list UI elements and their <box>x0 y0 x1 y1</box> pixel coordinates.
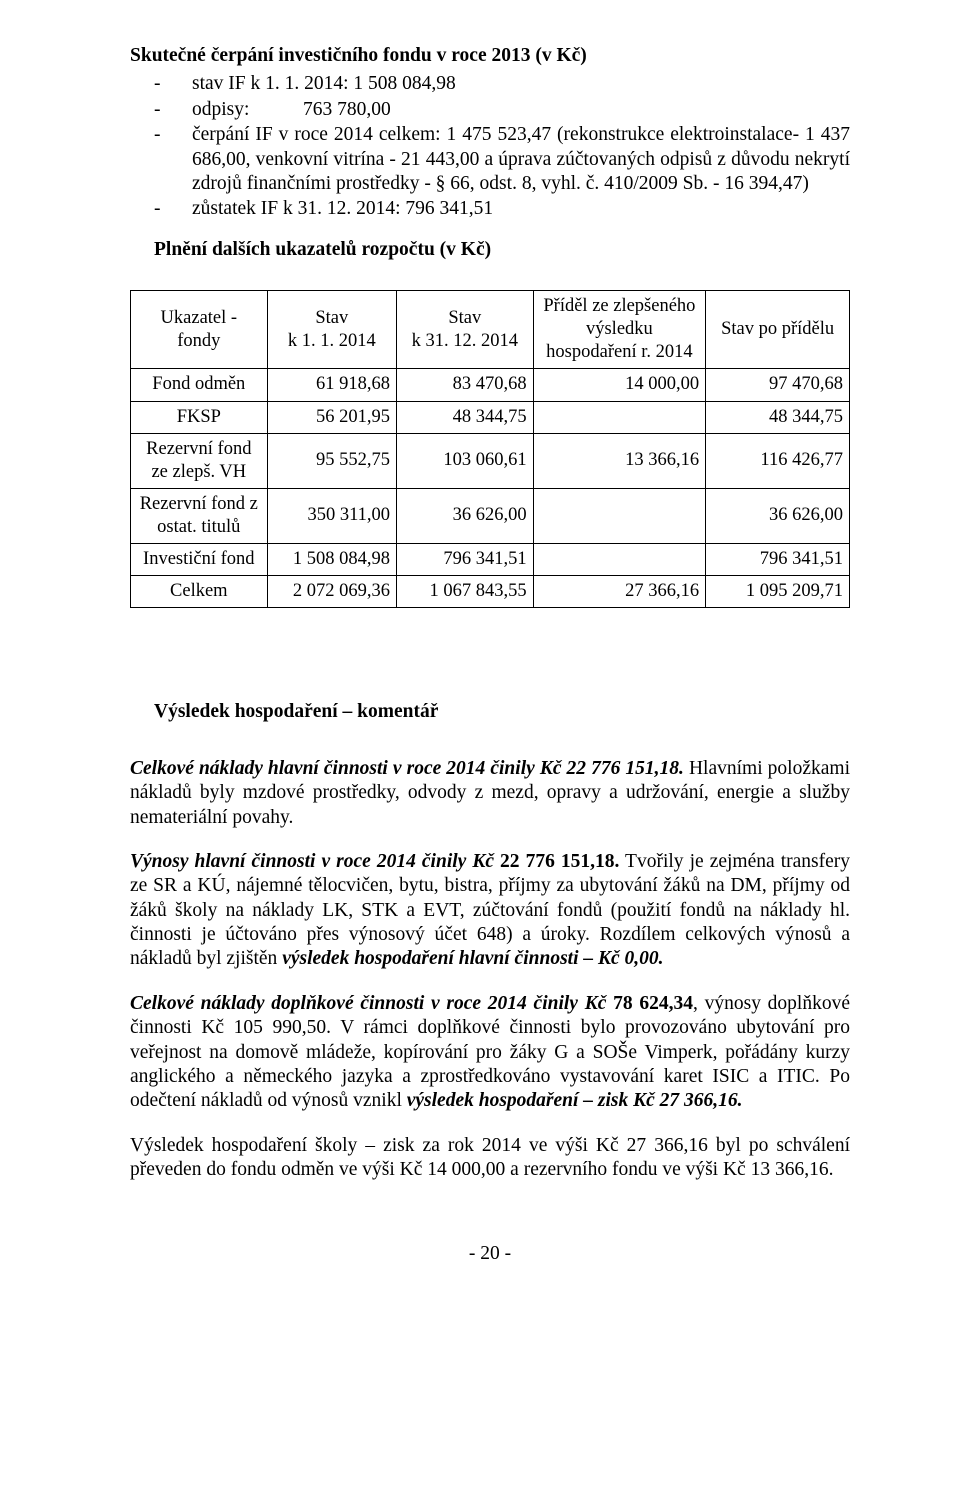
p3-num: 78 624,34 <box>613 993 693 1014</box>
list-item: stav IF k 1. 1. 2014: 1 508 084,98 <box>154 72 850 96</box>
cell-num: 350 311,00 <box>267 488 396 543</box>
cell-num: 36 626,00 <box>706 488 850 543</box>
heading-2: Plnění dalších ukazatelů rozpočtu (v Kč) <box>154 238 850 262</box>
cell-num: 97 470,68 <box>706 369 850 401</box>
col-header: Ukazatel - fondy <box>131 291 268 369</box>
heading-1: Skutečné čerpání investičního fondu v ro… <box>130 44 850 68</box>
p3-conclusion: výsledek hospodaření – zisk Kč 27 366,16… <box>407 1090 743 1111</box>
paragraph-3: Celkové náklady doplňkové činnosti v roc… <box>130 992 850 1114</box>
cell-label: Rezervní fond ze zlepš. VH <box>131 433 268 488</box>
cell-empty <box>533 401 706 433</box>
cell-empty <box>533 488 706 543</box>
cell-num: 95 552,75 <box>267 433 396 488</box>
col-header: Stav k 31. 12. 2014 <box>397 291 534 369</box>
list-text: stav IF k 1. 1. 2014: 1 508 084,98 <box>192 73 456 94</box>
col-header: Stav po přídělu <box>706 291 850 369</box>
col-header: Stav k 1. 1. 2014 <box>267 291 396 369</box>
col-header: Příděl ze zlepšeného výsledku hospodařen… <box>533 291 706 369</box>
cell-num: 48 344,75 <box>706 401 850 433</box>
cell-num: 27 366,16 <box>533 576 706 608</box>
list-item: zůstatek IF k 31. 12. 2014: 796 341,51 <box>154 197 850 221</box>
cell-empty <box>533 544 706 576</box>
cell-num: 796 341,51 <box>706 544 850 576</box>
list-item: čerpání IF v roce 2014 celkem: 1 475 523… <box>154 123 850 196</box>
heading-3: Výsledek hospodaření – komentář <box>154 700 850 724</box>
cell-num: 83 470,68 <box>397 369 534 401</box>
cell-num: 103 060,61 <box>397 433 534 488</box>
spacer <box>130 729 850 757</box>
table-row: FKSP 56 201,95 48 344,75 48 344,75 <box>131 401 850 433</box>
table-row: Investiční fond 1 508 084,98 796 341,51 … <box>131 544 850 576</box>
document-page: Skutečné čerpání investičního fondu v ro… <box>0 0 960 1307</box>
p1-bold: Celkové náklady hlavní činnosti v roce 2… <box>130 758 684 779</box>
table-body: Fond odměn 61 918,68 83 470,68 14 000,00… <box>131 369 850 608</box>
cell-num: 56 201,95 <box>267 401 396 433</box>
cell-num: 61 918,68 <box>267 369 396 401</box>
list-text: odpisy: 763 780,00 <box>192 98 391 122</box>
cell-label: Celkem <box>131 576 268 608</box>
paragraph-1: Celkové náklady hlavní činnosti v roce 2… <box>130 757 850 830</box>
table-row: Celkem 2 072 069,36 1 067 843,55 27 366,… <box>131 576 850 608</box>
list-text: zůstatek IF k 31. 12. 2014: 796 341,51 <box>192 198 493 219</box>
list-item: odpisy: 763 780,00 <box>154 98 850 122</box>
cell-num: 48 344,75 <box>397 401 534 433</box>
cell-num: 2 072 069,36 <box>267 576 396 608</box>
spacer <box>130 628 850 684</box>
list-text: čerpání IF v roce 2014 celkem: 1 475 523… <box>192 124 850 194</box>
bullet-list-1: stav IF k 1. 1. 2014: 1 508 084,98 odpis… <box>130 72 850 221</box>
p2-bold: Výnosy hlavní činnosti v roce 2014 činil… <box>130 851 500 872</box>
cell-label: Rezervní fond z ostat. titulů <box>131 488 268 543</box>
table-row: Rezervní fond z ostat. titulů 350 311,00… <box>131 488 850 543</box>
table-header-row: Ukazatel - fondy Stav k 1. 1. 2014 Stav … <box>131 291 850 369</box>
p2-num: 22 776 151,18. <box>500 851 619 872</box>
cell-num: 116 426,77 <box>706 433 850 488</box>
cell-num: 1 067 843,55 <box>397 576 534 608</box>
cell-num: 13 366,16 <box>533 433 706 488</box>
p2-conclusion: výsledek hospodaření hlavní činnosti – K… <box>282 948 663 969</box>
table-row: Rezervní fond ze zlepš. VH 95 552,75 103… <box>131 433 850 488</box>
cell-num: 796 341,51 <box>397 544 534 576</box>
page-number: - 20 - <box>130 1242 850 1266</box>
cell-label: Investiční fond <box>131 544 268 576</box>
cell-num: 36 626,00 <box>397 488 534 543</box>
p3-bold: Celkové náklady doplňkové činnosti v roc… <box>130 993 613 1014</box>
cell-num: 14 000,00 <box>533 369 706 401</box>
table-row: Fond odměn 61 918,68 83 470,68 14 000,00… <box>131 369 850 401</box>
paragraph-2: Výnosy hlavní činnosti v roce 2014 činil… <box>130 850 850 972</box>
funds-table: Ukazatel - fondy Stav k 1. 1. 2014 Stav … <box>130 290 850 608</box>
paragraph-4: Výsledek hospodaření školy – zisk za rok… <box>130 1134 850 1183</box>
cell-label: Fond odměn <box>131 369 268 401</box>
cell-num: 1 508 084,98 <box>267 544 396 576</box>
cell-label: FKSP <box>131 401 268 433</box>
cell-num: 1 095 209,71 <box>706 576 850 608</box>
